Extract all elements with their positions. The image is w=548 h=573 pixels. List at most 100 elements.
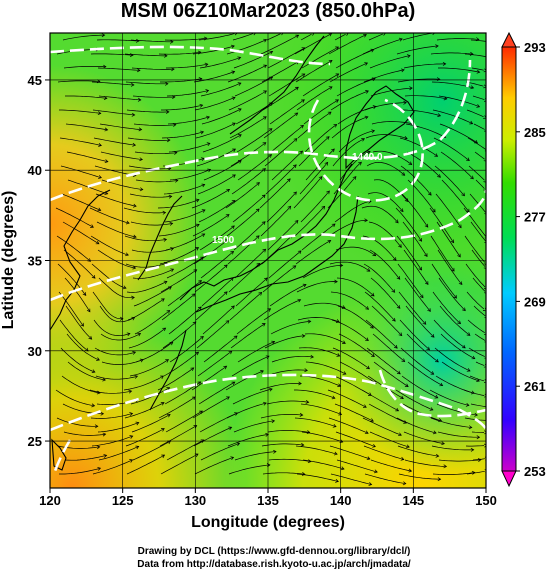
streamline-arrowhead — [287, 178, 291, 182]
x-tick-label: 150 — [475, 493, 497, 508]
streamline — [441, 361, 480, 382]
streamline-arrowhead — [125, 252, 129, 257]
streamline-arrowhead — [336, 353, 341, 357]
streamline-arrowhead — [301, 73, 306, 77]
coastline-kyushu-honshu — [179, 163, 353, 301]
streamline — [64, 454, 107, 461]
streamline — [262, 87, 299, 111]
streamline — [259, 178, 291, 209]
streamline-arrowhead — [469, 120, 474, 125]
streamline — [337, 305, 374, 329]
streamline-arrowhead — [400, 68, 405, 73]
streamline-arrowhead — [228, 426, 233, 431]
streamline-arrowhead — [100, 411, 105, 416]
streamline — [467, 319, 485, 333]
streamline — [430, 52, 473, 55]
streamline — [364, 473, 406, 485]
streamline — [61, 375, 100, 394]
streamline-arrowhead — [255, 208, 260, 213]
streamline — [60, 165, 102, 179]
streamline — [364, 291, 396, 322]
streamline-arrowhead — [104, 159, 109, 164]
streamline — [294, 417, 337, 427]
streamline-arrowhead — [231, 381, 236, 386]
streamline — [361, 205, 399, 224]
streamline-arrowhead — [424, 281, 429, 285]
streamline-arrowhead — [223, 365, 228, 370]
streamline — [167, 280, 202, 307]
streamline — [436, 38, 479, 41]
streamline-arrowhead — [466, 157, 470, 162]
x-tick-label: 140 — [330, 493, 352, 508]
coastline-honshu-south — [195, 195, 359, 313]
streamline — [131, 67, 175, 70]
streamline-arrowhead — [371, 129, 376, 134]
streamline-arrowhead — [162, 327, 167, 332]
streamline — [330, 90, 369, 111]
streamline — [439, 123, 478, 144]
streamline — [405, 305, 435, 338]
streamline-arrowhead — [302, 283, 307, 288]
streamline-arrowhead — [404, 198, 409, 203]
streamline — [268, 250, 302, 279]
streamline-arrowhead — [262, 116, 267, 120]
streamline — [124, 53, 167, 57]
streamline-arrowhead — [483, 187, 486, 191]
streamline — [130, 221, 173, 226]
streamline — [163, 351, 199, 377]
streamline-arrowhead — [396, 305, 401, 309]
streamline-arrowhead — [438, 418, 443, 422]
streamline — [334, 33, 346, 41]
streamline — [133, 286, 172, 307]
streamline — [399, 319, 430, 351]
streamline-arrowhead — [434, 153, 439, 157]
streamline-arrowhead — [474, 412, 478, 417]
streamline-arrowhead — [432, 430, 437, 435]
streamline-arrowhead — [97, 111, 102, 116]
streamline — [303, 302, 346, 309]
streamline — [123, 207, 166, 214]
streamline — [92, 459, 133, 475]
streamline-arrowhead — [137, 97, 142, 102]
streamline — [329, 62, 368, 83]
streamline — [196, 320, 230, 349]
streamline-arrowhead — [168, 286, 172, 290]
streamline — [475, 179, 485, 189]
streamline — [302, 459, 345, 470]
streamline-arrowhead — [468, 425, 473, 430]
streamline-arrowhead — [427, 191, 432, 196]
streamline — [194, 264, 228, 293]
streamline-arrowhead — [441, 441, 445, 446]
streamline-arrowhead — [476, 435, 481, 440]
coastline-china — [50, 189, 111, 331]
streamline — [470, 221, 486, 242]
streamline — [295, 60, 333, 83]
streamline — [297, 111, 332, 139]
streamline-arrowhead — [435, 44, 439, 49]
streamline — [471, 249, 486, 267]
streamline — [234, 248, 266, 279]
streamline-arrowhead — [434, 394, 439, 399]
streamline — [401, 375, 438, 399]
streamline-arrowhead — [139, 157, 143, 162]
streamline-arrowhead — [230, 250, 235, 255]
streamline-arrowhead — [435, 453, 440, 458]
streamline — [434, 347, 471, 372]
x-tick-label: 120 — [39, 493, 61, 508]
streamline — [232, 194, 266, 223]
streamline — [299, 375, 341, 387]
streamline-arrowhead — [406, 444, 410, 449]
streamline-arrowhead — [269, 76, 274, 81]
streamline — [268, 73, 305, 97]
streamline-arrowhead — [362, 404, 367, 408]
contour-line-low-center — [307, 98, 424, 202]
streamline-arrowhead — [103, 96, 108, 101]
streamline-arrowhead — [232, 148, 236, 153]
coastline-sakhalin-russia — [229, 35, 325, 135]
streamline-arrowhead — [297, 298, 302, 303]
streamline — [466, 109, 484, 118]
streamline — [227, 64, 267, 83]
streamline-arrowhead — [160, 375, 164, 380]
streamline — [226, 208, 260, 237]
